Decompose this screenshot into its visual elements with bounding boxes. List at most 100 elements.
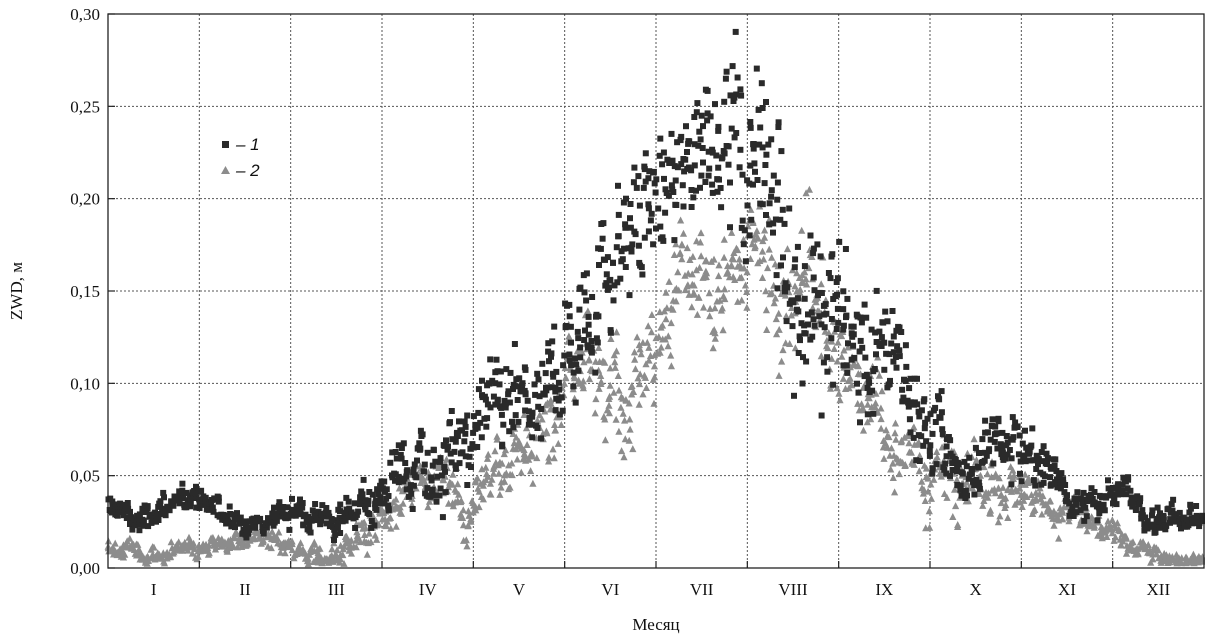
series-2-point: [585, 375, 594, 383]
series-1-point: [662, 186, 669, 193]
series-2-point: [465, 511, 473, 519]
series-2-point: [940, 490, 949, 497]
series-1-point: [534, 425, 541, 431]
series-1-point: [878, 343, 885, 349]
series-1-point: [969, 466, 976, 472]
series-2-point: [690, 290, 698, 298]
series-2-point: [193, 555, 201, 563]
series-1-point: [342, 517, 349, 524]
series-1-point: [810, 250, 817, 257]
series-1-point: [843, 362, 850, 369]
series-1-point: [588, 344, 595, 351]
series-1-point: [1022, 427, 1028, 434]
series-1-point: [715, 127, 722, 134]
series-1-point: [1184, 517, 1190, 524]
series-1-point: [627, 224, 634, 231]
series-2-point: [625, 436, 633, 444]
series-1-point: [683, 123, 689, 130]
series-1-point: [512, 412, 519, 419]
series-2-point: [636, 370, 644, 378]
series-1-point: [570, 383, 577, 390]
series-2-point: [739, 235, 748, 243]
series-1-point: [652, 189, 659, 196]
series-2-point: [250, 533, 258, 541]
series-2-point: [1027, 491, 1036, 499]
series-1-point: [400, 440, 407, 447]
series-1-point: [228, 511, 235, 518]
series-2-point: [830, 345, 838, 352]
series-1-point: [568, 362, 575, 369]
series-1-point: [991, 438, 998, 445]
series-1-point: [331, 537, 337, 543]
series-1-point: [1125, 474, 1132, 481]
series-2-point: [696, 263, 704, 271]
series-2-point: [714, 285, 722, 293]
series-2-point: [424, 503, 432, 511]
series-1-point: [483, 423, 490, 430]
series-2-point: [1108, 516, 1116, 524]
series-1-point: [947, 437, 954, 444]
series-1-point: [994, 445, 1001, 452]
series-1-point: [1141, 521, 1148, 528]
series-2-point: [791, 344, 799, 352]
series-1-point: [707, 113, 714, 120]
series-2-point: [218, 542, 226, 550]
series-1-point: [1035, 461, 1041, 468]
series-1-point: [746, 232, 753, 239]
series-2-point: [715, 272, 723, 280]
series-2-point: [835, 389, 843, 397]
series-1-point: [829, 251, 836, 258]
series-1-point: [709, 181, 716, 188]
series-1-point: [766, 221, 773, 228]
series-1-point: [750, 181, 756, 188]
series-1-point: [1082, 504, 1089, 511]
series-1-point: [660, 237, 667, 244]
series-1-point: [143, 508, 150, 515]
series-2-point: [798, 279, 806, 286]
series-1-point: [920, 442, 927, 449]
series-1-point: [1189, 516, 1196, 523]
series-1-point: [553, 368, 560, 375]
series-1-point: [712, 101, 718, 108]
series-2-point: [924, 474, 932, 482]
series-1-point: [751, 160, 758, 167]
series-2-point: [786, 340, 794, 347]
series-1-point: [744, 202, 751, 209]
series-1-point: [487, 356, 494, 363]
series-1-point: [900, 394, 907, 401]
series-1-point: [467, 445, 474, 452]
series-1-point: [337, 501, 344, 508]
series-1-point: [112, 504, 119, 511]
series-1-point: [622, 264, 629, 270]
series-1-point: [276, 499, 283, 506]
series-1-point: [1149, 512, 1155, 519]
series-2-point: [284, 543, 292, 551]
series-1-point: [548, 353, 554, 360]
series-1-point: [1026, 450, 1033, 457]
series-2-point: [877, 415, 885, 423]
series-1-point: [834, 305, 841, 312]
series-2-point: [612, 347, 621, 355]
series-1-point: [757, 124, 764, 131]
series-1-point: [289, 506, 295, 513]
series-2-point: [486, 479, 494, 487]
series-1-point: [1096, 505, 1103, 512]
series-1-point: [403, 486, 410, 493]
y-axis-title: ZWD, м: [7, 262, 26, 320]
series-2-point: [891, 419, 900, 427]
series-1-point: [914, 401, 921, 408]
series-2-point: [273, 533, 281, 541]
series-2-point: [765, 245, 773, 253]
series-2-point: [591, 409, 599, 417]
series-1-point: [139, 505, 146, 512]
series-2-point: [636, 345, 644, 353]
series-1-point: [343, 494, 350, 501]
series-2-point: [833, 384, 841, 392]
series-1-point: [1052, 456, 1059, 463]
series-1-point: [855, 389, 862, 396]
series-1-point: [939, 431, 946, 437]
series-1-point: [430, 446, 437, 453]
series-2-point: [986, 509, 995, 517]
series-2-point: [457, 496, 465, 504]
series-2-point: [643, 338, 651, 346]
